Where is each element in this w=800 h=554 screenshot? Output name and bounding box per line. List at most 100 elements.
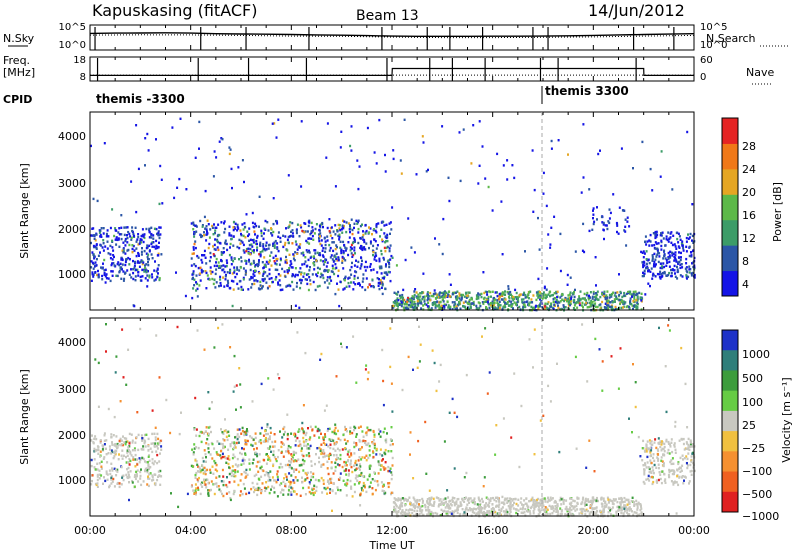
power-cell — [395, 264, 398, 267]
velocity-cell — [354, 468, 357, 472]
power-cell — [422, 304, 425, 307]
velocity-cell — [97, 452, 100, 455]
power-cell — [288, 225, 291, 228]
power-cell — [328, 243, 331, 247]
velocity-cell — [215, 476, 218, 479]
power-cell — [199, 234, 202, 237]
power-cell — [574, 250, 577, 253]
power-cell — [316, 274, 319, 278]
power-cell — [357, 282, 359, 285]
power-cell — [138, 242, 141, 245]
velocity-cell — [198, 470, 201, 473]
power-cell — [272, 256, 275, 259]
velocity-cell — [228, 472, 231, 476]
velocity-cell — [233, 480, 236, 483]
power-cell — [471, 302, 474, 305]
power-cell — [468, 307, 471, 311]
power-cell — [241, 159, 244, 162]
power-cell — [133, 264, 136, 267]
power-cell — [646, 265, 649, 268]
power-cell — [105, 232, 108, 236]
power-cell — [547, 301, 550, 304]
power-cell — [314, 252, 317, 255]
power-cell — [616, 291, 619, 294]
power-cell — [586, 306, 589, 309]
power-cell — [292, 288, 295, 291]
velocity-cell — [368, 485, 371, 488]
power-cell — [675, 260, 678, 263]
power-cell — [225, 264, 228, 268]
power-cell — [582, 176, 585, 179]
power-cell — [401, 299, 404, 302]
power-cell — [338, 224, 341, 227]
power-cell — [642, 274, 645, 278]
power-cell — [97, 269, 99, 273]
velocity-cell — [105, 472, 108, 475]
power-cell — [247, 247, 250, 250]
power-cell — [628, 305, 631, 309]
power-cell — [496, 301, 499, 304]
power-cell — [215, 268, 218, 271]
velocity-cell — [413, 509, 416, 513]
velocity-cell — [610, 499, 613, 502]
velocity-cell — [670, 459, 673, 462]
power-cell — [391, 256, 394, 259]
power-cell — [194, 224, 197, 227]
velocity-cell — [113, 467, 116, 470]
power-cell — [413, 300, 416, 304]
power-cell — [257, 264, 259, 268]
velocity-cell — [284, 484, 287, 488]
power-cell — [156, 232, 158, 236]
velocity-cell — [132, 456, 135, 459]
power-cell — [692, 271, 695, 275]
power-cell — [233, 257, 236, 260]
power-cell — [272, 197, 275, 200]
power-cell — [275, 275, 278, 279]
power-cell — [472, 302, 475, 305]
power-cell — [537, 290, 540, 293]
velocity-cell — [600, 502, 603, 505]
velocity-cell — [128, 481, 130, 484]
velocity-cell — [363, 456, 366, 459]
velocity-cell — [201, 468, 204, 472]
velocity-cell — [539, 499, 542, 502]
power-cell — [356, 222, 359, 225]
power-cell — [133, 234, 135, 238]
velocity-cell — [99, 455, 102, 458]
power-cell — [140, 253, 143, 256]
power-cell — [443, 307, 446, 310]
power-cell — [686, 277, 688, 280]
velocity-cell — [331, 489, 334, 492]
power-cell — [238, 238, 241, 242]
power-cell — [113, 264, 116, 267]
power-cell — [377, 222, 380, 225]
velocity-cell — [237, 464, 240, 467]
velocity-cell — [153, 432, 156, 435]
velocity-cell — [596, 496, 598, 500]
power-cell — [91, 271, 94, 274]
power-cell — [157, 230, 160, 233]
power-cell — [434, 306, 437, 309]
power-cell — [142, 268, 145, 271]
power-cell — [668, 271, 671, 275]
velocity-cell — [148, 473, 151, 476]
power-cell — [265, 281, 268, 284]
velocity-cell — [569, 506, 572, 509]
velocity-cell — [464, 513, 467, 516]
power-cell — [511, 295, 513, 298]
power-cell — [642, 263, 645, 267]
power-cell — [678, 235, 681, 238]
power-cell — [673, 243, 676, 246]
velocity-cell — [350, 454, 353, 457]
power-cell — [232, 288, 235, 291]
power-cell — [385, 240, 388, 243]
power-cell — [276, 259, 278, 262]
power-cell — [204, 227, 207, 230]
power-cell — [303, 231, 306, 234]
power-cell — [396, 303, 399, 306]
power-cell — [356, 159, 359, 162]
power-cell — [550, 305, 552, 308]
velocity-cell — [382, 430, 385, 434]
velocity-cell — [428, 501, 431, 504]
power-cell — [138, 261, 141, 264]
